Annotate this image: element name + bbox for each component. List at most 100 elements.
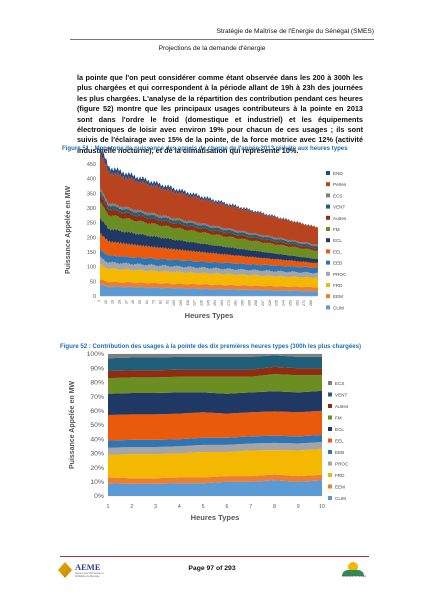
legend-swatch-frd <box>326 283 330 287</box>
legend-label-eeb: EEB <box>335 450 344 455</box>
legend-label-eem: EEM <box>335 485 345 490</box>
series-area-autres <box>108 366 322 379</box>
legend-swatch-ecl <box>328 427 332 431</box>
legend-label-fm: FM <box>333 227 340 232</box>
series-area-ecl <box>100 218 318 264</box>
series-area-pertes <box>100 152 318 246</box>
series-area-eel <box>100 233 318 269</box>
sun-icon <box>348 562 358 572</box>
series-area-eeb <box>100 249 318 274</box>
x-tick-label: 46 <box>131 300 135 304</box>
x-tick-label: 1 <box>97 300 101 302</box>
legend-swatch-vent <box>326 204 330 209</box>
aeme-logo-tagline: Agence pour l'Economie et la Maîtrise de… <box>75 572 104 578</box>
x-tick-label: 4 <box>178 504 181 510</box>
legend-swatch-proc <box>328 461 332 466</box>
y-tick-label: 300 <box>87 206 96 212</box>
y-tick-label: 40% <box>90 436 104 443</box>
legend-label-eel: EEL <box>335 439 344 444</box>
x-tick-label: 10 <box>104 300 108 304</box>
x-tick-label: 280 <box>309 300 313 306</box>
legend-label-vent: VENT <box>333 205 345 210</box>
legend-swatch-eel <box>326 249 330 254</box>
x-tick-label: 199 <box>247 300 251 306</box>
x-axis-title: Heures Types <box>185 311 234 320</box>
x-tick-label: 1 <box>107 504 110 510</box>
y-tick-label: 450 <box>87 162 96 168</box>
y-tick-label: 60% <box>90 408 104 415</box>
series-area-proc <box>108 442 322 455</box>
x-tick-label: 5 <box>202 504 205 510</box>
aeme-logo-name: AEME <box>75 562 101 572</box>
legend-swatch-autres <box>328 404 332 408</box>
series-area-frd <box>100 263 318 288</box>
x-tick-label: 172 <box>227 300 231 306</box>
y-tick-label: 90% <box>90 365 104 372</box>
y-tick-label: 0 <box>93 294 96 300</box>
legend-label-ecl: ECL <box>335 427 344 432</box>
senegal-emblem-text: République du Sénégal <box>342 576 366 578</box>
legend-label-ecl: ECL <box>333 238 342 243</box>
y-tick-label: 10% <box>90 479 104 486</box>
y-tick-label: 20% <box>90 465 104 472</box>
legend-label-ecs: ECS <box>335 381 344 386</box>
x-tick-label: 262 <box>295 300 299 306</box>
legend-label-frd: FRD <box>335 473 345 478</box>
legend-label-autres: Autres <box>333 216 347 221</box>
series-area-clim <box>108 480 322 496</box>
land-icon <box>342 570 364 576</box>
x-tick-label: 109 <box>179 300 183 306</box>
y-tick-label: 100% <box>87 351 104 358</box>
legend-label-ecs: ECS <box>333 193 342 198</box>
x-tick-label: 190 <box>241 300 245 306</box>
x-tick-label: 37 <box>124 300 128 304</box>
x-tick-label: 235 <box>275 300 279 306</box>
series-area-fm <box>108 374 322 394</box>
legend-label-eel: EEL <box>333 249 342 254</box>
x-tick-label: 136 <box>200 300 204 306</box>
legend-label-end: END <box>333 171 343 176</box>
legend-swatch-fm <box>328 415 332 420</box>
series-area-eel <box>108 410 322 441</box>
x-tick-label: 3 <box>154 504 157 510</box>
y-tick-label: 0% <box>94 493 104 500</box>
x-tick-label: 10 <box>319 504 325 510</box>
legend-swatch-ecs <box>328 381 332 385</box>
page-number: Page 97 of 293 <box>188 565 236 572</box>
y-tick-label: 80% <box>90 380 104 387</box>
legend-swatch-clim <box>326 305 330 310</box>
series-area-eeb <box>108 434 322 448</box>
legend-swatch-eel <box>328 438 332 443</box>
x-tick-label: 28 <box>118 300 122 304</box>
series-area-frd <box>108 449 322 479</box>
x-tick-label: 226 <box>268 300 272 306</box>
series-area-vent <box>108 355 322 372</box>
x-tick-label: 100 <box>172 300 176 306</box>
legend-swatch-ecs <box>326 193 330 198</box>
x-tick-label: 163 <box>220 300 224 306</box>
y-tick-label: 50 <box>90 279 96 285</box>
aeme-logo-mark <box>58 562 72 578</box>
y-tick-label: 350 <box>87 191 96 197</box>
y-tick-label: 400 <box>87 177 96 183</box>
legend-swatch-fm <box>326 227 330 231</box>
document-header-title: Stratégie de Maîtrise de l'Energie du Sé… <box>216 28 374 35</box>
figure-51-caption: Figure 51 : Monotone de puissance des ap… <box>62 145 348 152</box>
x-tick-label: 154 <box>213 300 217 306</box>
x-tick-label: 208 <box>254 300 258 306</box>
legend-label-autres: Autres <box>335 404 349 409</box>
legend-swatch-eem <box>328 484 332 489</box>
x-tick-label: 118 <box>186 300 190 306</box>
series-area-proc <box>100 256 318 279</box>
x-tick-label: 19 <box>111 300 115 304</box>
legend-label-frd: FRD <box>333 283 343 288</box>
legend-label-clim: CLIM <box>333 305 344 310</box>
section-title: Projections de la demande d'énergie <box>158 45 266 52</box>
legend-label-eem: EEM <box>333 294 343 299</box>
series-area-clim <box>100 284 318 296</box>
legend-label-proc: PROC <box>335 462 349 467</box>
legend-swatch-vent <box>328 392 332 397</box>
x-tick-label: 271 <box>302 300 306 306</box>
figure-52-caption: Figure 52 : Contribution des usages à la… <box>60 343 362 350</box>
